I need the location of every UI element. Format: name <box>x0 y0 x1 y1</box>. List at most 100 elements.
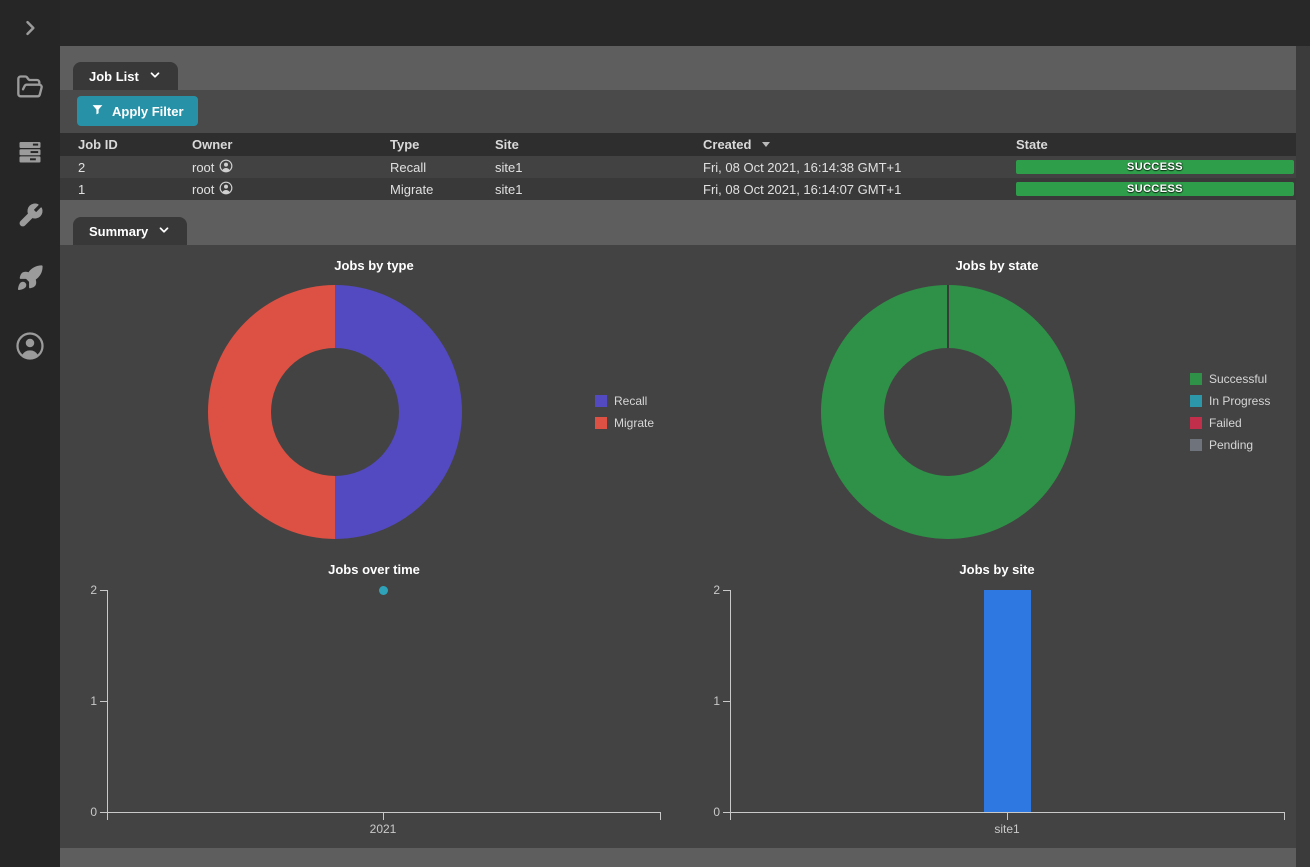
cell-state: SUCCESS <box>1016 160 1296 174</box>
legend-swatch <box>1190 417 1202 429</box>
chevron-down-icon <box>148 68 162 85</box>
server-stack-icon <box>16 138 44 166</box>
job-list-tab-bar: Job List <box>60 46 1296 90</box>
column-header-owner[interactable]: Owner <box>192 137 233 152</box>
chevron-right-icon <box>20 18 40 38</box>
jobs-by-type-donut <box>208 285 462 539</box>
legend-item-recall[interactable]: Recall <box>595 390 654 412</box>
legend-swatch <box>595 395 607 407</box>
owner-name: root <box>192 181 215 197</box>
sidebar <box>0 0 60 867</box>
y-tick-label: 0 <box>713 805 720 819</box>
legend-item-migrate[interactable]: Migrate <box>595 412 654 434</box>
y-tick-label: 1 <box>90 694 97 708</box>
legend-label: In Progress <box>1209 394 1271 408</box>
tick <box>723 812 730 813</box>
cell-type: Recall <box>390 159 427 175</box>
legend-label: Pending <box>1209 438 1254 452</box>
cell-site: site1 <box>495 181 523 197</box>
top-bar <box>60 0 1310 46</box>
cell-created: Fri, 08 Oct 2021, 16:14:07 GMT+1 <box>703 181 902 197</box>
user-icon <box>219 159 233 176</box>
donut-seam <box>947 285 949 348</box>
legend-swatch <box>1190 373 1202 385</box>
jobs-by-state-legend: Successful In Progress Failed Pending <box>1190 368 1270 456</box>
legend-swatch <box>1190 395 1202 407</box>
tick <box>730 813 731 820</box>
job-list-tab-label: Job List <box>89 68 139 84</box>
column-header-site[interactable]: Site <box>495 137 519 152</box>
filter-toolbar: Apply Filter <box>60 90 1296 133</box>
scrollbar-track[interactable] <box>1296 46 1310 867</box>
status-badge: SUCCESS <box>1016 182 1294 196</box>
sort-desc-icon <box>762 142 771 147</box>
created-header-label: Created <box>703 137 752 152</box>
cell-owner: root <box>192 181 390 198</box>
legend-label: Failed <box>1209 416 1242 430</box>
tick <box>1284 813 1285 820</box>
column-header-created[interactable]: Created <box>703 137 1016 152</box>
y-tick-label: 1 <box>713 694 720 708</box>
tick <box>723 590 730 591</box>
y-axis <box>730 590 731 813</box>
table-row[interactable]: 1 root Migrate site1 Fri, 08 Oct 2021, 1… <box>60 178 1296 200</box>
chart-title-jobs-over-time: Jobs over time <box>328 562 420 577</box>
cell-type: Migrate <box>390 181 434 197</box>
sidebar-expand-button[interactable] <box>0 13 60 43</box>
jobs-by-site-plot: 2 1 0 site1 <box>713 583 1285 836</box>
column-header-type[interactable]: Type <box>390 137 420 152</box>
sidebar-item-settings[interactable] <box>0 200 60 230</box>
chart-title-jobs-by-type: Jobs by type <box>334 258 414 273</box>
summary-tab-bar: Summary <box>60 200 1296 245</box>
apply-filter-label: Apply Filter <box>112 103 184 119</box>
tick <box>100 701 107 702</box>
cell-created: Fri, 08 Oct 2021, 16:14:38 GMT+1 <box>703 159 902 175</box>
sidebar-item-account[interactable] <box>0 331 60 361</box>
y-axis <box>107 590 108 813</box>
x-axis <box>730 812 1285 813</box>
tick <box>660 813 661 820</box>
tick <box>723 701 730 702</box>
x-tick-label: 2021 <box>369 822 397 836</box>
sidebar-item-files[interactable] <box>0 72 60 102</box>
sidebar-item-jobs[interactable] <box>0 137 60 167</box>
table-row[interactable]: 2 root Recall site1 Fri, 08 Oct 2021, 16… <box>60 156 1296 178</box>
legend-swatch <box>1190 439 1202 451</box>
legend-label: Migrate <box>614 416 655 430</box>
rocket-icon <box>16 264 44 292</box>
jobs-by-state-donut <box>821 285 1075 539</box>
tab-job-list[interactable]: Job List <box>73 62 178 90</box>
legend-item-failed[interactable]: Failed <box>1190 412 1270 434</box>
summary-tab-label: Summary <box>89 223 149 239</box>
filter-icon <box>91 103 104 119</box>
cell-state: SUCCESS <box>1016 182 1296 196</box>
scatter-point <box>379 585 388 595</box>
y-tick-label: 0 <box>90 805 97 819</box>
legend-item-successful[interactable]: Successful <box>1190 368 1270 390</box>
folder-open-icon <box>16 73 44 101</box>
column-header-job-id[interactable]: Job ID <box>78 137 118 152</box>
cell-owner: root <box>192 159 390 176</box>
tab-summary[interactable]: Summary <box>73 217 188 245</box>
jobs-by-type-legend: Recall Migrate <box>595 390 654 434</box>
chevron-down-icon <box>157 223 171 240</box>
column-header-state[interactable]: State <box>1016 137 1048 152</box>
legend-label: Successful <box>1209 372 1268 386</box>
sidebar-item-launch[interactable] <box>0 263 60 293</box>
bottom-strip <box>60 848 1296 867</box>
donut-hole <box>884 348 1012 476</box>
legend-item-pending[interactable]: Pending <box>1190 434 1270 456</box>
cell-site: site1 <box>495 159 523 175</box>
legend-item-in-progress[interactable]: In Progress <box>1190 390 1270 412</box>
x-tick-label: site1 <box>994 822 1020 836</box>
user-circle-icon <box>15 331 45 361</box>
x-axis <box>107 812 661 813</box>
donut-hole <box>271 348 399 476</box>
user-icon <box>219 181 233 198</box>
apply-filter-button[interactable]: Apply Filter <box>77 96 198 126</box>
chart-title-jobs-by-state: Jobs by state <box>955 258 1039 273</box>
tick <box>100 590 107 591</box>
legend-swatch <box>595 417 607 429</box>
tick <box>100 812 107 813</box>
